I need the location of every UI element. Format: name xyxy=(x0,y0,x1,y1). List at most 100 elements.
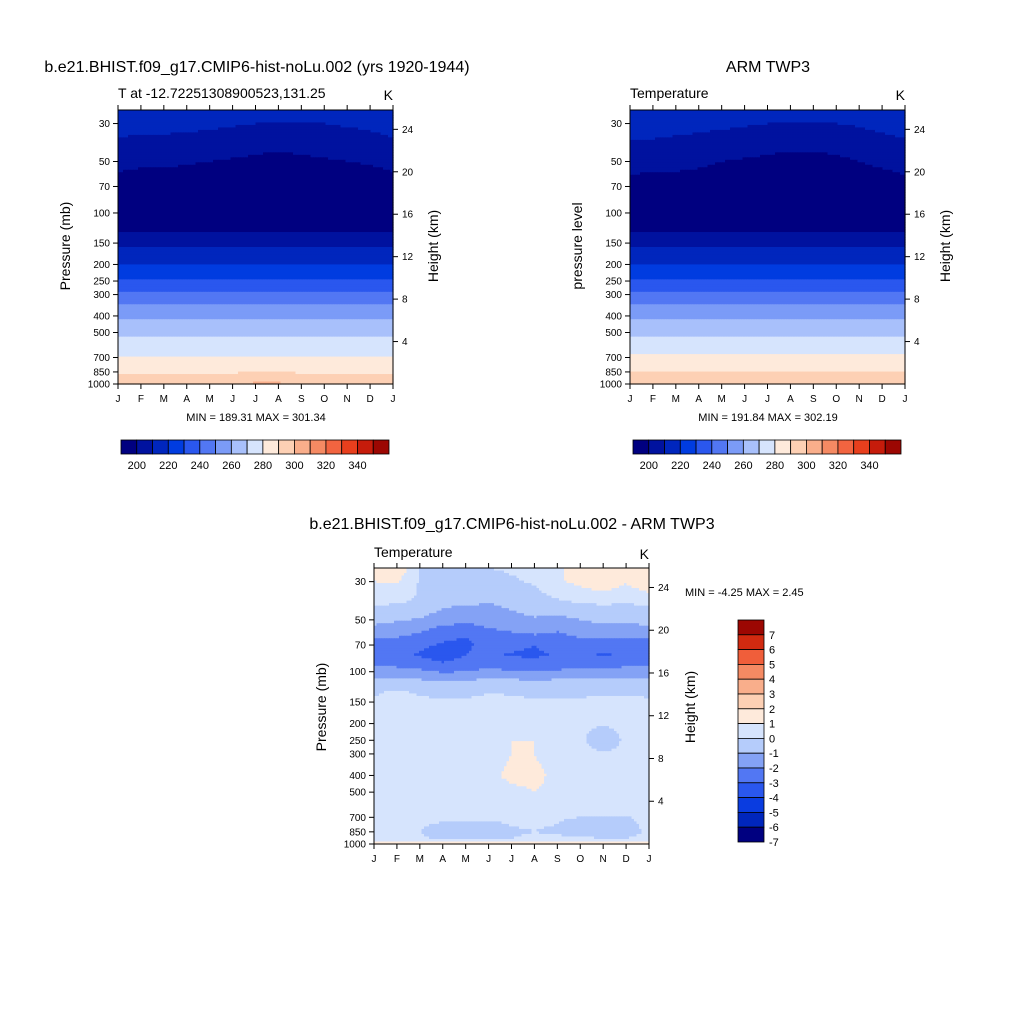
field-cell xyxy=(303,129,307,134)
field-cell xyxy=(390,117,394,121)
field-cell xyxy=(135,114,139,119)
field-cell xyxy=(278,119,282,124)
field-cell xyxy=(245,134,249,138)
field-cell xyxy=(348,127,352,131)
field-cell xyxy=(203,117,207,121)
field-cell xyxy=(275,117,279,121)
field-cell xyxy=(338,122,342,126)
field-cell xyxy=(345,124,349,129)
field-cell xyxy=(273,124,277,129)
field-cell xyxy=(278,110,282,114)
field-cell xyxy=(295,122,299,126)
field-cell xyxy=(218,137,222,141)
field-cell xyxy=(323,110,327,114)
field-cell xyxy=(210,119,214,124)
field-cell xyxy=(330,137,334,141)
field-cell xyxy=(323,112,327,116)
field-cell xyxy=(160,134,164,138)
field-cell xyxy=(315,114,319,119)
field-cell xyxy=(310,119,314,124)
field-cell xyxy=(343,124,347,129)
field-cell xyxy=(335,112,339,116)
field-cell xyxy=(153,124,157,129)
field-cell xyxy=(300,132,304,136)
field-cell xyxy=(155,139,159,143)
field-cell xyxy=(190,119,194,124)
field-cell xyxy=(255,137,259,141)
field-cell xyxy=(128,129,132,134)
field-cell xyxy=(275,124,279,129)
field-cell xyxy=(320,122,324,126)
field-cell xyxy=(308,132,312,136)
field-cell xyxy=(298,110,302,114)
field-cell xyxy=(170,112,174,116)
field-cell xyxy=(158,114,162,119)
field-cell xyxy=(383,112,387,116)
field-cell xyxy=(323,124,327,129)
field-cell xyxy=(180,112,184,116)
field-cell xyxy=(168,119,172,124)
field-cell xyxy=(218,119,222,124)
field-cell xyxy=(278,134,282,138)
field-cell xyxy=(268,110,272,114)
field-cell xyxy=(145,129,149,134)
field-cell xyxy=(258,129,262,134)
field-cell xyxy=(335,122,339,126)
field-cell xyxy=(190,122,194,126)
field-cell xyxy=(363,114,367,119)
field-cell xyxy=(120,124,124,129)
field-cell xyxy=(385,119,389,124)
field-cell xyxy=(138,124,142,129)
field-cell xyxy=(300,129,304,134)
field-cell xyxy=(198,137,202,141)
field-cell xyxy=(160,139,164,143)
field-cell xyxy=(215,132,219,136)
field-cell xyxy=(363,122,367,126)
field-cell xyxy=(338,117,342,121)
field-cell xyxy=(343,112,347,116)
field-cell xyxy=(153,119,157,124)
field-cell xyxy=(230,122,234,126)
field-cell xyxy=(285,124,289,129)
field-cell xyxy=(250,119,254,124)
field-cell xyxy=(135,129,139,134)
field-cell xyxy=(328,117,332,121)
field-cell xyxy=(265,119,269,124)
field-cell xyxy=(293,122,297,126)
field-cell xyxy=(373,129,377,134)
field-cell xyxy=(313,134,317,138)
field-cell xyxy=(360,137,364,141)
field-cell xyxy=(358,114,362,119)
field-cell xyxy=(258,114,262,119)
field-cell xyxy=(218,132,222,136)
field-cell xyxy=(270,134,274,138)
field-cell xyxy=(295,117,299,121)
field-cell xyxy=(123,110,127,114)
field-cell xyxy=(353,122,357,126)
field-cell xyxy=(288,137,292,141)
field-cell xyxy=(288,127,292,131)
field-cell xyxy=(313,119,317,124)
field-cell xyxy=(265,117,269,121)
field-cell xyxy=(280,122,284,126)
field-cell xyxy=(365,122,369,126)
field-cell xyxy=(133,114,137,119)
field-cell xyxy=(163,139,167,143)
field-cell xyxy=(383,129,387,134)
field-cell xyxy=(350,112,354,116)
field-cell xyxy=(273,137,277,141)
field-cell xyxy=(198,127,202,131)
field-cell xyxy=(205,139,209,143)
field-cell xyxy=(310,117,314,121)
field-cell xyxy=(333,112,337,116)
field-cell xyxy=(285,129,289,134)
field-cell xyxy=(315,110,319,114)
field-cell xyxy=(250,124,254,129)
field-cell xyxy=(128,137,132,141)
field-cell xyxy=(128,127,132,131)
field-cell xyxy=(248,129,252,134)
field-cell xyxy=(280,112,284,116)
field-cell xyxy=(165,110,169,114)
field-cell xyxy=(125,127,129,131)
field-cell xyxy=(190,132,194,136)
